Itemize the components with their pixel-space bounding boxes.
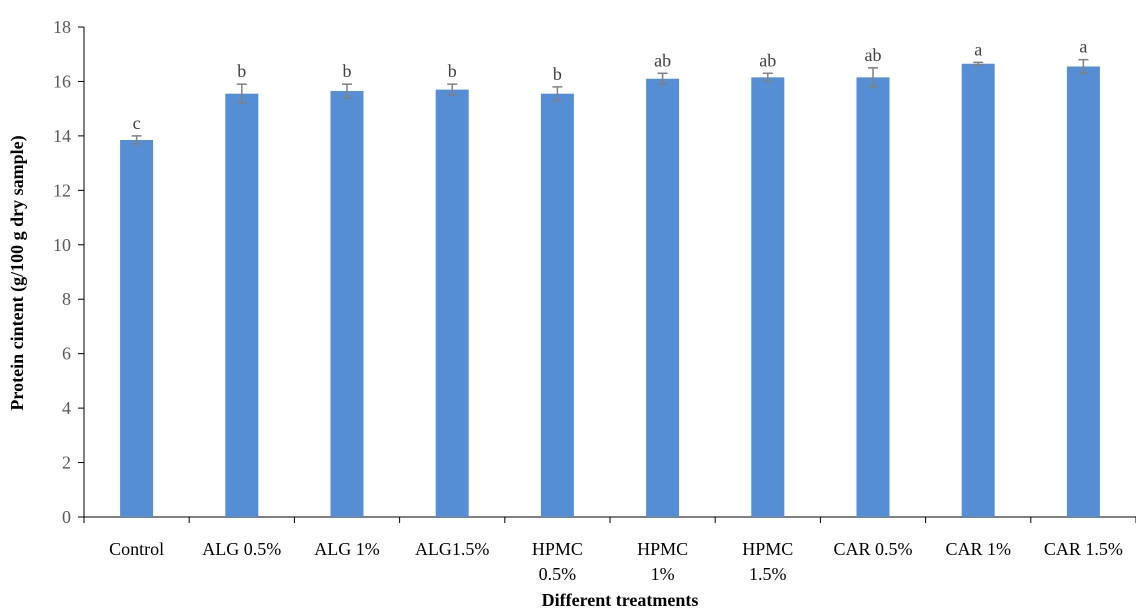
bar: [120, 139, 154, 517]
y-tick-label: 0: [62, 507, 71, 527]
error-bar: [973, 61, 984, 66]
error-bars: [131, 58, 1089, 145]
significance-label: a: [974, 39, 982, 59]
bar: [225, 93, 259, 517]
significance-label: ab: [654, 50, 671, 70]
category-label: HPMC: [637, 539, 688, 559]
error-bar: [762, 72, 773, 83]
significance-label: b: [553, 64, 562, 84]
bar: [751, 77, 785, 517]
bar: [1066, 66, 1100, 517]
bar: [856, 77, 890, 517]
error-bar: [552, 86, 563, 102]
y-axis: 0 2 4 6 8 10 12 14 16 18: [53, 17, 85, 527]
error-bar: [342, 83, 352, 99]
category-label: ALG1.5%: [415, 539, 490, 559]
error-bar: [1078, 58, 1089, 75]
category-label: HPMC: [742, 539, 793, 559]
category-label: ALG 1%: [314, 539, 380, 559]
category-label: ALG 0.5%: [202, 539, 281, 559]
significance-label: b: [237, 61, 246, 81]
significance-labels: c b b b b ab ab ab a a: [133, 37, 1088, 133]
category-label: CAR 0.5%: [833, 539, 912, 559]
significance-label: b: [343, 61, 352, 81]
y-tick-label: 10: [53, 235, 71, 255]
category-label: 0.5%: [539, 564, 577, 584]
y-tick-label: 4: [62, 398, 71, 418]
y-tick-label: 6: [62, 344, 71, 364]
category-label: Control: [109, 539, 164, 559]
x-axis: Control ALG 0.5% ALG 1% ALG1.5% HPMC 0.5% HPMC…: [83, 516, 1136, 584]
bar: [646, 78, 680, 517]
y-tick-label: 16: [53, 71, 71, 91]
bar: [961, 63, 995, 517]
y-tick-label: 12: [53, 180, 71, 200]
x-axis-title: Different treatments: [542, 590, 699, 610]
y-tick-label: 18: [53, 17, 71, 37]
error-bar: [657, 72, 668, 85]
significance-label: ab: [759, 50, 776, 70]
category-label: 1.5%: [749, 564, 787, 584]
bars: [120, 63, 1100, 517]
category-label: CAR 1.5%: [1044, 539, 1123, 559]
y-axis-title: Protein cintent (g/100 g dry sample): [7, 135, 28, 410]
y-tick-label: 14: [53, 126, 71, 146]
y-tick-label: 2: [62, 453, 71, 473]
error-bar: [447, 83, 458, 96]
error-bar: [868, 67, 878, 88]
bar: [330, 90, 364, 517]
significance-label: a: [1079, 37, 1087, 57]
bar: [540, 93, 574, 517]
significance-label: ab: [865, 45, 882, 65]
significance-label: c: [133, 113, 141, 133]
bar: [435, 89, 469, 517]
y-tick-label: 8: [62, 289, 71, 309]
error-bar: [236, 83, 247, 104]
significance-label: b: [448, 61, 457, 81]
category-label: CAR 1%: [945, 539, 1011, 559]
category-label: 1%: [651, 564, 675, 584]
category-label: HPMC: [532, 539, 583, 559]
error-bar: [131, 135, 142, 145]
